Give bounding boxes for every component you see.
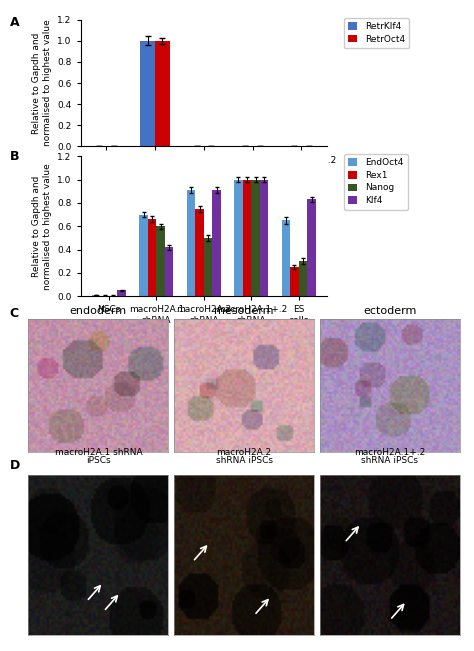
Text: endoderm: endoderm	[70, 306, 127, 316]
Text: iPSCs: iPSCs	[86, 456, 111, 465]
Text: shRNA iPSCs: shRNA iPSCs	[361, 456, 418, 465]
Legend: EndOct4, Rex1, Nanog, Klf4: EndOct4, Rex1, Nanog, Klf4	[344, 154, 408, 210]
Bar	[299, 261, 307, 296]
Bar	[139, 215, 148, 296]
Bar	[156, 226, 165, 296]
Bar	[212, 190, 221, 296]
Bar	[290, 267, 299, 296]
Bar	[282, 221, 290, 296]
Text: mesoderm: mesoderm	[214, 306, 274, 316]
Text: D: D	[9, 459, 20, 472]
Bar	[140, 40, 155, 146]
Text: shRNA iPSCs: shRNA iPSCs	[216, 456, 273, 465]
Bar	[195, 209, 204, 296]
Text: macroH2A.2: macroH2A.2	[217, 448, 272, 457]
Bar	[187, 190, 195, 296]
Bar	[204, 238, 212, 296]
Bar	[118, 290, 126, 296]
Bar	[251, 180, 260, 296]
Y-axis label: Relative to Gapdh and
normalised to highest value: Relative to Gapdh and normalised to high…	[32, 163, 52, 290]
Text: macroH2A.1+.2: macroH2A.1+.2	[354, 448, 425, 457]
Bar	[92, 295, 100, 296]
Bar	[234, 180, 243, 296]
Bar	[307, 199, 316, 296]
Text: A: A	[9, 16, 19, 29]
Bar	[155, 40, 170, 146]
Bar	[165, 247, 173, 296]
Bar	[260, 180, 268, 296]
Bar	[243, 180, 251, 296]
Text: C: C	[9, 307, 18, 320]
Legend: RetrKlf4, RetrOct4: RetrKlf4, RetrOct4	[344, 18, 410, 48]
Bar	[148, 219, 156, 296]
Text: B: B	[9, 150, 19, 163]
Y-axis label: Relative to Gapdh and
normalised to highest value: Relative to Gapdh and normalised to high…	[32, 20, 52, 146]
Text: ectoderm: ectoderm	[363, 306, 417, 316]
Text: macroH2A.1 shRNA: macroH2A.1 shRNA	[55, 448, 142, 457]
